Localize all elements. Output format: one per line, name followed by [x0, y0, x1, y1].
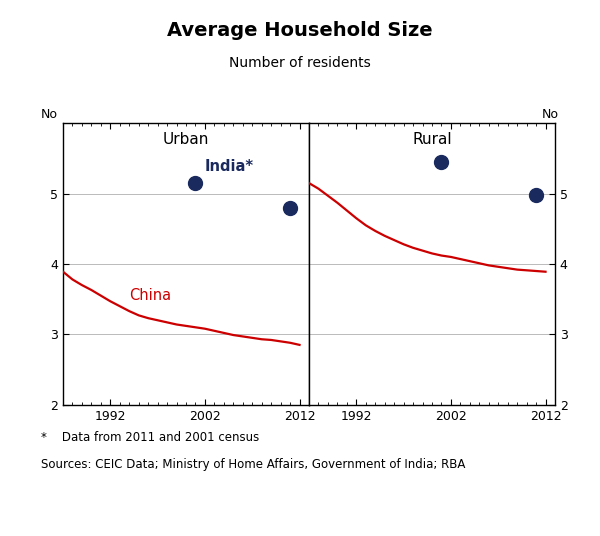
- Text: No: No: [542, 108, 559, 121]
- Point: [191, 179, 200, 188]
- Point: [437, 158, 446, 166]
- Text: Urban: Urban: [163, 132, 209, 147]
- Point: [285, 204, 295, 212]
- Text: Number of residents: Number of residents: [229, 56, 371, 70]
- Text: No: No: [41, 108, 58, 121]
- Text: Average Household Size: Average Household Size: [167, 21, 433, 40]
- Text: Sources: CEIC Data; Ministry of Home Affairs, Government of India; RBA: Sources: CEIC Data; Ministry of Home Aff…: [41, 458, 465, 471]
- Text: Rural: Rural: [412, 132, 452, 147]
- Text: *    Data from 2011 and 2001 census: * Data from 2011 and 2001 census: [41, 431, 259, 444]
- Text: India*: India*: [205, 159, 254, 174]
- Point: [531, 191, 541, 199]
- Text: China: China: [129, 288, 172, 303]
